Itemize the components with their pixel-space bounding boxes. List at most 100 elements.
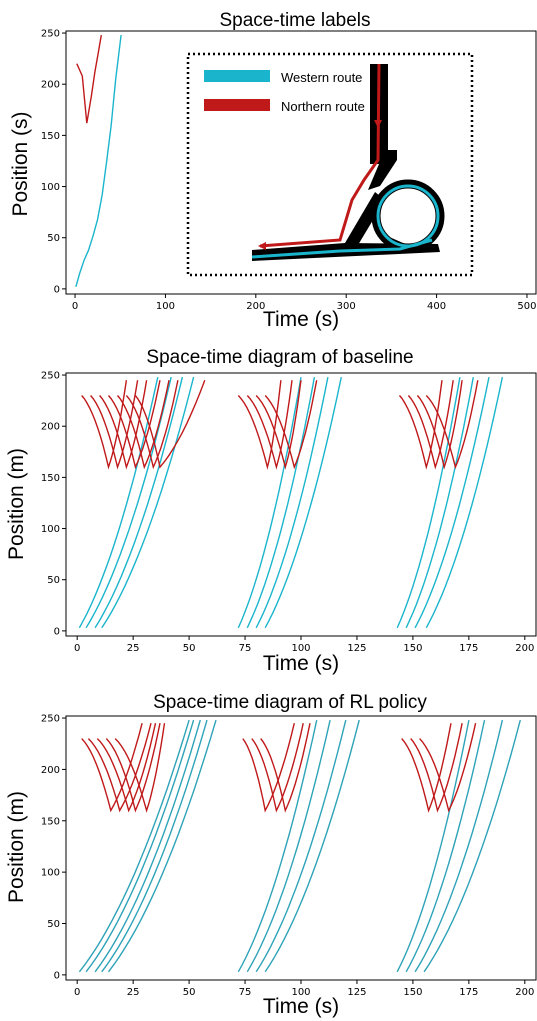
y-tick-label: 250 xyxy=(41,371,60,382)
chart-rl-policy: Space-time diagram of RL policy Time (s)… xyxy=(5,692,537,1018)
x-tick-label: 100 xyxy=(291,643,310,654)
y-tick-label: 100 xyxy=(41,524,60,535)
x-tick-label: 500 xyxy=(517,301,536,312)
northern-trajectory xyxy=(264,380,318,470)
network-map-inset: Western route Northern route xyxy=(186,52,474,277)
y-tick-label: 200 xyxy=(41,765,60,776)
northern-trajectory xyxy=(96,723,157,813)
x-axis-label: Time (s) xyxy=(263,308,339,331)
x-tick-label: 75 xyxy=(239,643,252,654)
y-tick-label: 100 xyxy=(41,182,60,193)
western-trajectory xyxy=(264,376,342,629)
northern-trajectory xyxy=(116,380,170,470)
x-tick-label: 150 xyxy=(403,643,422,654)
y-tick-label: 150 xyxy=(41,473,60,484)
legend-swatch-western xyxy=(204,70,270,82)
legend-swatch-northern xyxy=(204,99,270,111)
y-tick-label: 50 xyxy=(47,919,60,930)
western-trajectory xyxy=(425,376,504,629)
northern-trajectory xyxy=(105,723,161,813)
x-tick-label: 125 xyxy=(347,643,366,654)
plot-lines xyxy=(75,34,122,287)
northern-trajectory xyxy=(81,723,143,813)
northern-trajectory xyxy=(260,723,311,813)
western-trajectory xyxy=(396,719,470,973)
x-tick-label: 175 xyxy=(459,643,478,654)
western-trajectory xyxy=(78,719,190,973)
x-tick-label: 300 xyxy=(337,301,356,312)
chart-baseline: Space-time diagram of baseline Time (s) … xyxy=(5,347,537,675)
western-trajectory xyxy=(85,376,172,629)
x-tick-label: 200 xyxy=(515,643,534,654)
x-tick-label: 200 xyxy=(515,987,534,998)
western-trajectory xyxy=(237,376,302,629)
western-route-line xyxy=(75,35,122,287)
y-tick-label: 0 xyxy=(54,284,60,295)
x-tick-label: 100 xyxy=(291,987,310,998)
western-trajectory xyxy=(237,719,318,973)
western-trajectory xyxy=(264,719,360,973)
northern-trajectory xyxy=(107,380,161,470)
plot-lines xyxy=(78,376,504,629)
axis-ticks: 0 100 200 300 400 500 0 50 100 150 200 250 xyxy=(41,29,537,312)
northern-trajectory xyxy=(134,379,206,469)
x-tick-label: 200 xyxy=(246,301,265,312)
chart-title: Space-time labels xyxy=(219,10,370,31)
plot-lines xyxy=(78,719,521,973)
western-trajectory xyxy=(94,376,184,629)
northern-trajectory xyxy=(237,380,282,470)
northern-trajectory xyxy=(81,380,128,470)
western-trajectory xyxy=(414,376,490,629)
chart-title: Space-time diagram of RL policy xyxy=(153,692,427,713)
x-tick-label: 100 xyxy=(156,301,175,312)
western-trajectory xyxy=(246,719,331,973)
y-tick-label: 200 xyxy=(41,422,60,433)
y-axis-label: Position (m) xyxy=(5,791,28,903)
northern-trajectory xyxy=(401,723,452,813)
x-tick-label: 25 xyxy=(127,643,140,654)
y-axis-label: Position (m) xyxy=(5,448,28,560)
northern-trajectory xyxy=(410,723,463,813)
x-tick-label: 0 xyxy=(74,987,80,998)
x-tick-label: 0 xyxy=(72,301,78,312)
western-trajectory xyxy=(107,719,217,973)
y-axis-label: Position (s) xyxy=(9,111,32,216)
plot-frame xyxy=(65,30,537,295)
western-trajectory xyxy=(405,376,474,629)
x-tick-label: 25 xyxy=(127,987,140,998)
western-trajectory xyxy=(405,719,486,973)
northern-trajectory xyxy=(251,723,304,813)
x-axis-label: Time (s) xyxy=(263,652,339,675)
legend-label-northern: Northern route xyxy=(281,99,365,114)
inset-border xyxy=(186,52,474,277)
western-trajectory xyxy=(255,719,347,973)
y-tick-label: 100 xyxy=(41,868,60,879)
western-trajectory xyxy=(101,719,208,973)
axis-ticks: 0 25 50 75 100 125 150 175 200 0 50 100 150 200 250 xyxy=(41,714,534,998)
chart-title: Space-time diagram of baseline xyxy=(146,347,413,368)
northern-trajectory xyxy=(398,380,443,470)
axis-ticks: 0 25 50 75 100 125 150 175 200 0 50 100 150 200 250 xyxy=(41,371,534,654)
northern-route-line xyxy=(76,34,102,124)
y-tick-label: 0 xyxy=(54,626,60,637)
y-tick-label: 0 xyxy=(54,970,60,981)
y-tick-label: 150 xyxy=(41,131,60,142)
western-trajectory xyxy=(414,719,504,973)
x-tick-label: 150 xyxy=(403,987,422,998)
northern-trajectory xyxy=(99,380,148,470)
northern-trajectory xyxy=(114,723,166,813)
x-tick-label: 400 xyxy=(427,301,446,312)
road-network-icon xyxy=(251,63,445,261)
northern-trajectory xyxy=(242,723,295,813)
northern-trajectory xyxy=(87,723,152,813)
x-tick-label: 175 xyxy=(459,987,478,998)
y-tick-label: 250 xyxy=(41,714,60,725)
x-tick-label: 0 xyxy=(74,643,80,654)
northern-trajectory xyxy=(407,380,454,470)
x-tick-label: 50 xyxy=(183,987,196,998)
legend-label-western: Western route xyxy=(281,70,362,85)
northern-trajectory xyxy=(255,380,302,470)
northern-trajectory xyxy=(125,380,179,470)
y-tick-label: 150 xyxy=(41,816,60,827)
western-trajectory xyxy=(85,719,195,973)
